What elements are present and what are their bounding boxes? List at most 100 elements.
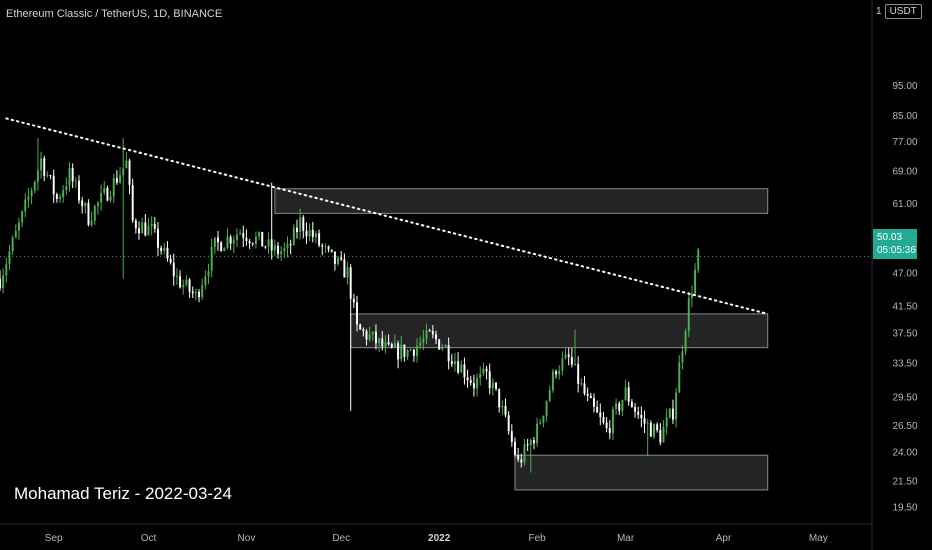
candle-body (694, 269, 697, 294)
candle-body (327, 246, 330, 250)
candle-body (675, 392, 678, 420)
candle-body (74, 180, 77, 182)
candle-body (46, 175, 49, 177)
candle-body (78, 180, 80, 201)
price-tick-label: 85.00 (892, 111, 917, 122)
candle-body (671, 408, 674, 420)
candle-body (305, 230, 308, 237)
bar-countdown: 05:05:36 (877, 245, 916, 256)
candle-body (517, 455, 520, 460)
candle-body (646, 422, 649, 424)
price-tick-label: 47.00 (892, 268, 917, 279)
currency-prefix: 1 (876, 6, 882, 17)
candle-body (163, 247, 166, 251)
candle-body (495, 382, 498, 389)
candle-body (337, 257, 340, 264)
price-tick-label: 95.00 (892, 81, 917, 92)
candle-body (182, 284, 185, 288)
candle-body (71, 168, 74, 182)
support-resistance-zone (350, 313, 769, 349)
candle-body (406, 350, 409, 358)
candle-body (109, 196, 112, 201)
candle-body (289, 244, 292, 246)
candle-body (412, 349, 415, 356)
candle-body (378, 338, 381, 344)
candle-body (592, 398, 595, 407)
candle-body (59, 197, 62, 199)
candle-body (286, 244, 289, 249)
candle-body (574, 364, 576, 366)
candle-body (668, 408, 671, 418)
candle-body (17, 222, 20, 231)
candle-body (213, 237, 216, 247)
time-tick-label: Feb (528, 533, 546, 544)
candle-body (314, 233, 317, 238)
candle-body (96, 202, 99, 206)
last-price-value: 50.03 (877, 232, 903, 243)
candle-body (128, 160, 131, 186)
candle-body (93, 205, 96, 221)
candle-body (374, 331, 377, 344)
candle-body (630, 401, 633, 408)
candle-body (441, 346, 444, 350)
price-tick-label: 37.50 (892, 329, 917, 340)
candle-body (419, 342, 422, 346)
currency-selector[interactable]: 1 USDT (876, 4, 922, 19)
candle-body (564, 354, 567, 359)
candle-body (141, 222, 144, 234)
candle-body (87, 203, 90, 225)
currency-label: USDT (884, 4, 922, 19)
candle-body (21, 211, 24, 223)
candle-body (119, 175, 122, 183)
candle-body (103, 188, 106, 193)
price-tick-label: 24.00 (892, 447, 917, 458)
candle-body (649, 422, 652, 437)
price-tick-label: 19.50 (892, 503, 917, 514)
candle-body (308, 229, 311, 237)
candle-body (245, 237, 248, 241)
candle-body (526, 444, 529, 446)
time-tick-label: Oct (141, 533, 157, 544)
price-tick-label: 29.50 (892, 392, 917, 403)
candle-body (457, 361, 460, 373)
candle-body (131, 185, 134, 221)
candle-body (0, 278, 1, 289)
candle-body (318, 233, 321, 246)
candle-body (662, 427, 665, 443)
candle-body (596, 406, 599, 413)
candle-body (381, 338, 384, 347)
candle-body (359, 324, 362, 330)
candle-body (49, 175, 52, 177)
candle-body (81, 200, 84, 207)
candle-body (43, 158, 46, 176)
candle-body (624, 387, 627, 401)
candle-body (235, 234, 238, 240)
candle-body (463, 364, 466, 378)
candle-body (5, 264, 8, 276)
candle-body (166, 247, 169, 259)
candle-body (539, 422, 542, 424)
time-tick-label: May (809, 533, 828, 544)
candle-body (608, 428, 611, 434)
candle-body (605, 422, 608, 429)
candle-body (637, 411, 640, 415)
candle-body (258, 231, 261, 237)
price-tick-label: 41.50 (892, 302, 917, 313)
candle-body (460, 364, 463, 373)
candle-body (62, 190, 65, 198)
candle-body (602, 417, 605, 423)
candle-body (220, 242, 223, 252)
candle-body (627, 387, 630, 402)
candle-body (687, 297, 690, 332)
candle-body (204, 276, 207, 286)
candle-body (138, 228, 140, 234)
candle-body (188, 279, 191, 292)
candle-body (634, 407, 637, 412)
candle-body (254, 236, 257, 244)
candle-body (450, 361, 453, 365)
candle-body (403, 344, 406, 358)
candle-body (147, 226, 150, 236)
candle-body (40, 158, 43, 171)
candle-body (453, 361, 456, 365)
